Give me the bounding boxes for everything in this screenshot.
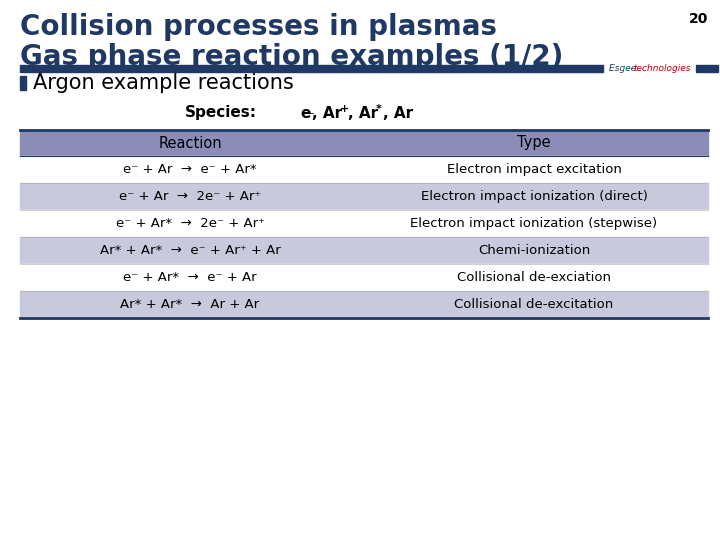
Bar: [20, 264, 708, 291]
Text: e: e: [300, 105, 310, 120]
Text: 20: 20: [688, 12, 708, 26]
Text: e⁻ + Ar*  →  2e⁻ + Ar⁺: e⁻ + Ar* → 2e⁻ + Ar⁺: [115, 217, 264, 230]
Text: Ar* + Ar*  →  Ar + Ar: Ar* + Ar* → Ar + Ar: [120, 298, 260, 311]
Text: , Ar: , Ar: [312, 105, 342, 120]
Text: +: +: [340, 104, 349, 114]
Text: Electron impact ionization (stepwise): Electron impact ionization (stepwise): [410, 217, 657, 230]
Bar: [20, 130, 708, 156]
Text: e⁻ + Ar  →  2e⁻ + Ar⁺: e⁻ + Ar → 2e⁻ + Ar⁺: [119, 190, 261, 203]
Text: Chemi-ionization: Chemi-ionization: [478, 244, 590, 257]
Text: e⁻ + Ar  →  e⁻ + Ar*: e⁻ + Ar → e⁻ + Ar*: [123, 163, 257, 176]
Bar: [20, 65, 603, 72]
Bar: [20, 76, 26, 90]
Text: technologies: technologies: [633, 64, 690, 73]
Text: *: *: [376, 104, 382, 114]
Text: Electron impact excitation: Electron impact excitation: [446, 163, 621, 176]
Text: ⁻: ⁻: [308, 111, 314, 121]
Bar: [696, 65, 718, 72]
Text: Esgee: Esgee: [609, 64, 639, 73]
Text: , Ar: , Ar: [383, 105, 413, 120]
Text: , Ar: , Ar: [348, 105, 378, 120]
Text: Gas phase reaction examples (1/2): Gas phase reaction examples (1/2): [20, 43, 563, 71]
Bar: [20, 183, 708, 210]
Text: Ar* + Ar*  →  e⁻ + Ar⁺ + Ar: Ar* + Ar* → e⁻ + Ar⁺ + Ar: [99, 244, 280, 257]
Bar: [20, 291, 708, 318]
Text: Electron impact ionization (direct): Electron impact ionization (direct): [420, 190, 647, 203]
Text: Collisional de-exciation: Collisional de-exciation: [457, 271, 611, 284]
Bar: [20, 210, 708, 237]
Bar: [20, 237, 708, 264]
Text: Reaction: Reaction: [158, 136, 222, 151]
Text: Collision processes in plasmas: Collision processes in plasmas: [20, 13, 497, 41]
Text: Argon example reactions: Argon example reactions: [33, 73, 294, 93]
Text: e⁻ + Ar*  →  e⁻ + Ar: e⁻ + Ar* → e⁻ + Ar: [123, 271, 257, 284]
Text: Collisional de-excitation: Collisional de-excitation: [454, 298, 613, 311]
Bar: [20, 156, 708, 183]
Text: Species:: Species:: [185, 105, 257, 120]
Text: Type: Type: [517, 136, 551, 151]
